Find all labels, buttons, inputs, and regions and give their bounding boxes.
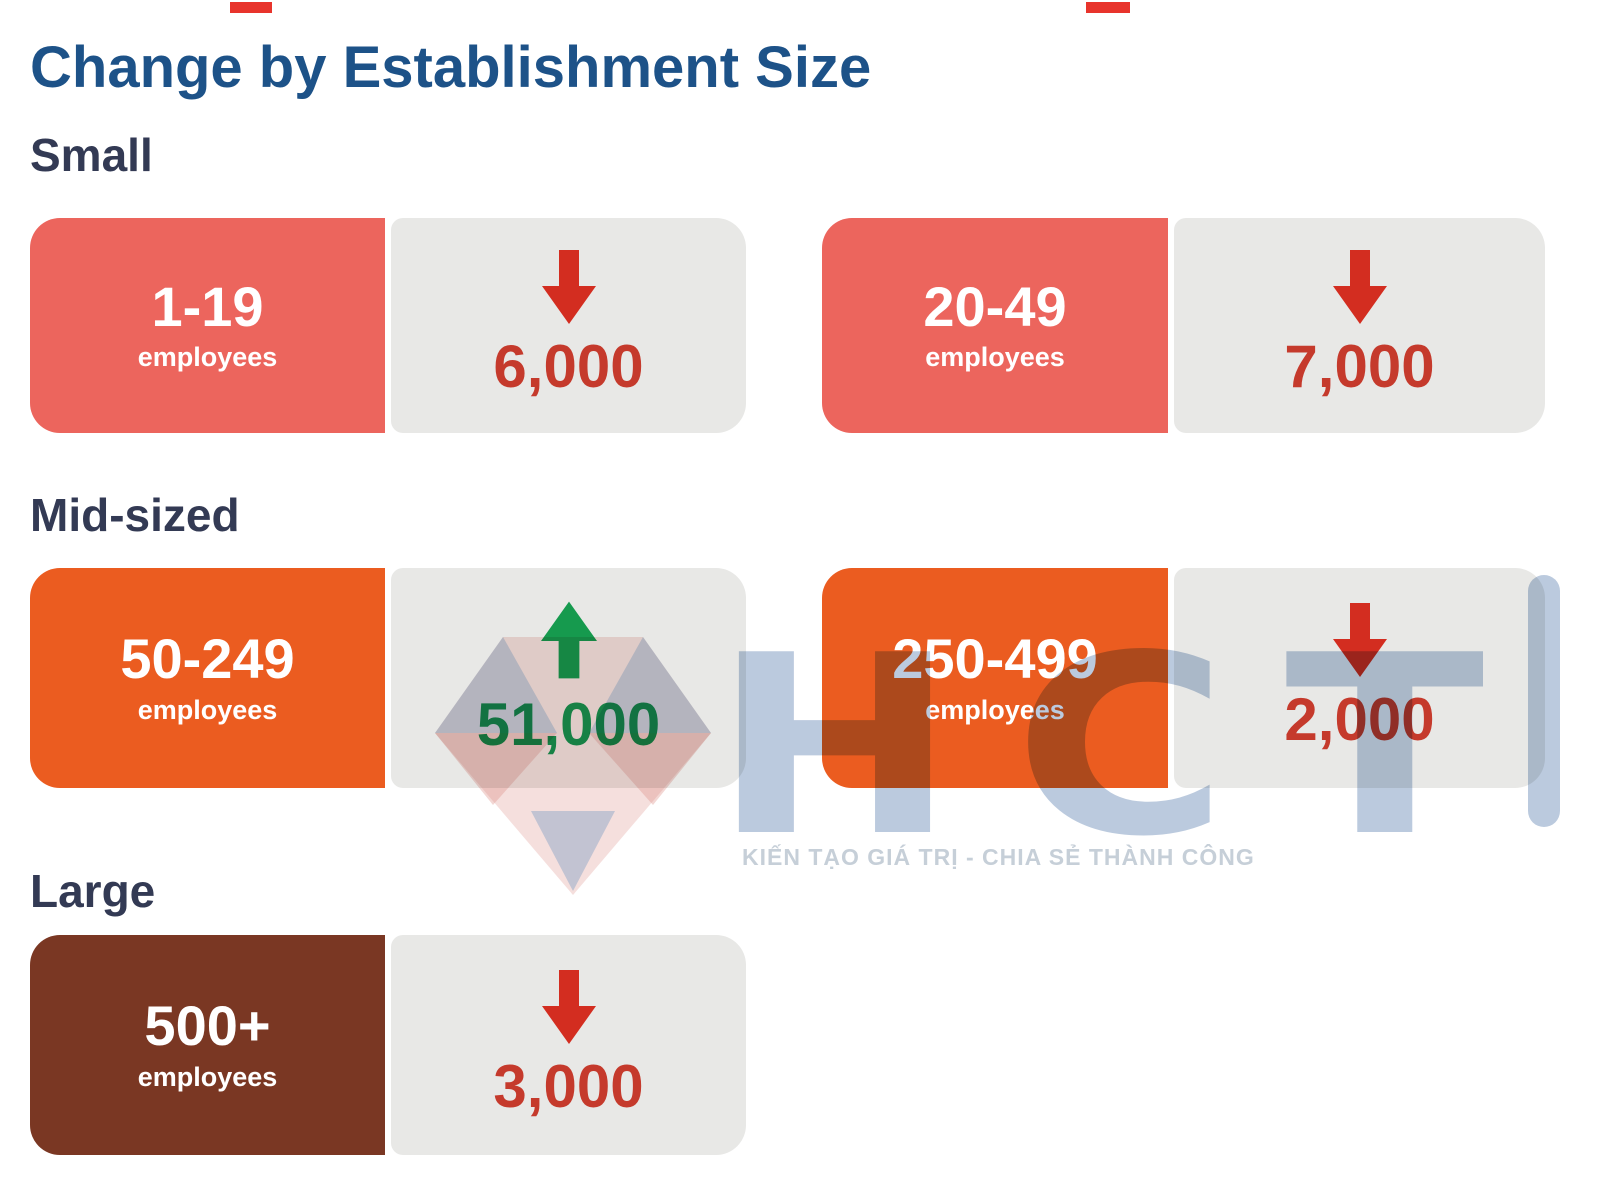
change-panel: 3,000: [391, 935, 746, 1155]
size-range-panel: 500+ employees: [30, 935, 385, 1155]
change-panel: 6,000: [391, 218, 746, 433]
down-arrow-icon: [541, 969, 596, 1044]
employees-label: employees: [137, 1061, 278, 1092]
size-range-panel: 250-499 employees: [822, 568, 1168, 788]
down-arrow-icon: [1332, 602, 1387, 677]
red-crop-mark-right: [1086, 2, 1130, 13]
employees-label: employees: [137, 694, 278, 725]
change-value: 2,000: [1284, 685, 1435, 753]
change-panel: 51,000: [391, 568, 746, 788]
change-value: 51,000: [476, 690, 661, 758]
red-crop-mark-left: [230, 2, 272, 13]
size-range-label: 250-499: [892, 627, 1098, 691]
size-range-label: 50-249: [120, 627, 295, 691]
change-value: 6,000: [493, 333, 644, 400]
down-arrow-icon: [1332, 250, 1387, 324]
size-range-label: 500+: [144, 994, 271, 1058]
change-value: 3,000: [493, 1052, 644, 1120]
section-header-large: Large: [30, 865, 156, 917]
card-50-249: 50-249 employees 51,000: [30, 568, 746, 788]
page-title: Change by Establishment Size: [30, 35, 872, 100]
section-header-small: Small: [30, 129, 153, 181]
card-250-499: 250-499 employees 2,000: [822, 568, 1545, 788]
watermark-tagline: KIẾN TẠO GIÁ TRỊ - CHIA SẺ THÀNH CÔNG: [742, 844, 1255, 870]
size-range-panel: 1-19 employees: [30, 218, 385, 433]
change-panel: 7,000: [1174, 218, 1545, 433]
size-range-panel: 50-249 employees: [30, 568, 385, 788]
down-arrow-icon: [541, 250, 596, 324]
change-panel: 2,000: [1174, 568, 1545, 788]
size-range-label: 1-19: [151, 274, 264, 338]
employees-label: employees: [137, 342, 278, 373]
employees-label: employees: [925, 342, 1065, 373]
up-arrow-icon: [540, 601, 597, 678]
employees-label: employees: [925, 694, 1065, 725]
size-range-panel: 20-49 employees: [822, 218, 1168, 433]
card-1-19: 1-19 employees 6,000: [30, 218, 746, 433]
card-20-49: 20-49 employees 7,000: [822, 218, 1545, 433]
size-range-label: 20-49: [923, 274, 1067, 338]
section-header-mid-sized: Mid-sized: [30, 489, 240, 541]
change-value: 7,000: [1284, 333, 1435, 400]
card-500-plus: 500+ employees 3,000: [30, 935, 746, 1155]
